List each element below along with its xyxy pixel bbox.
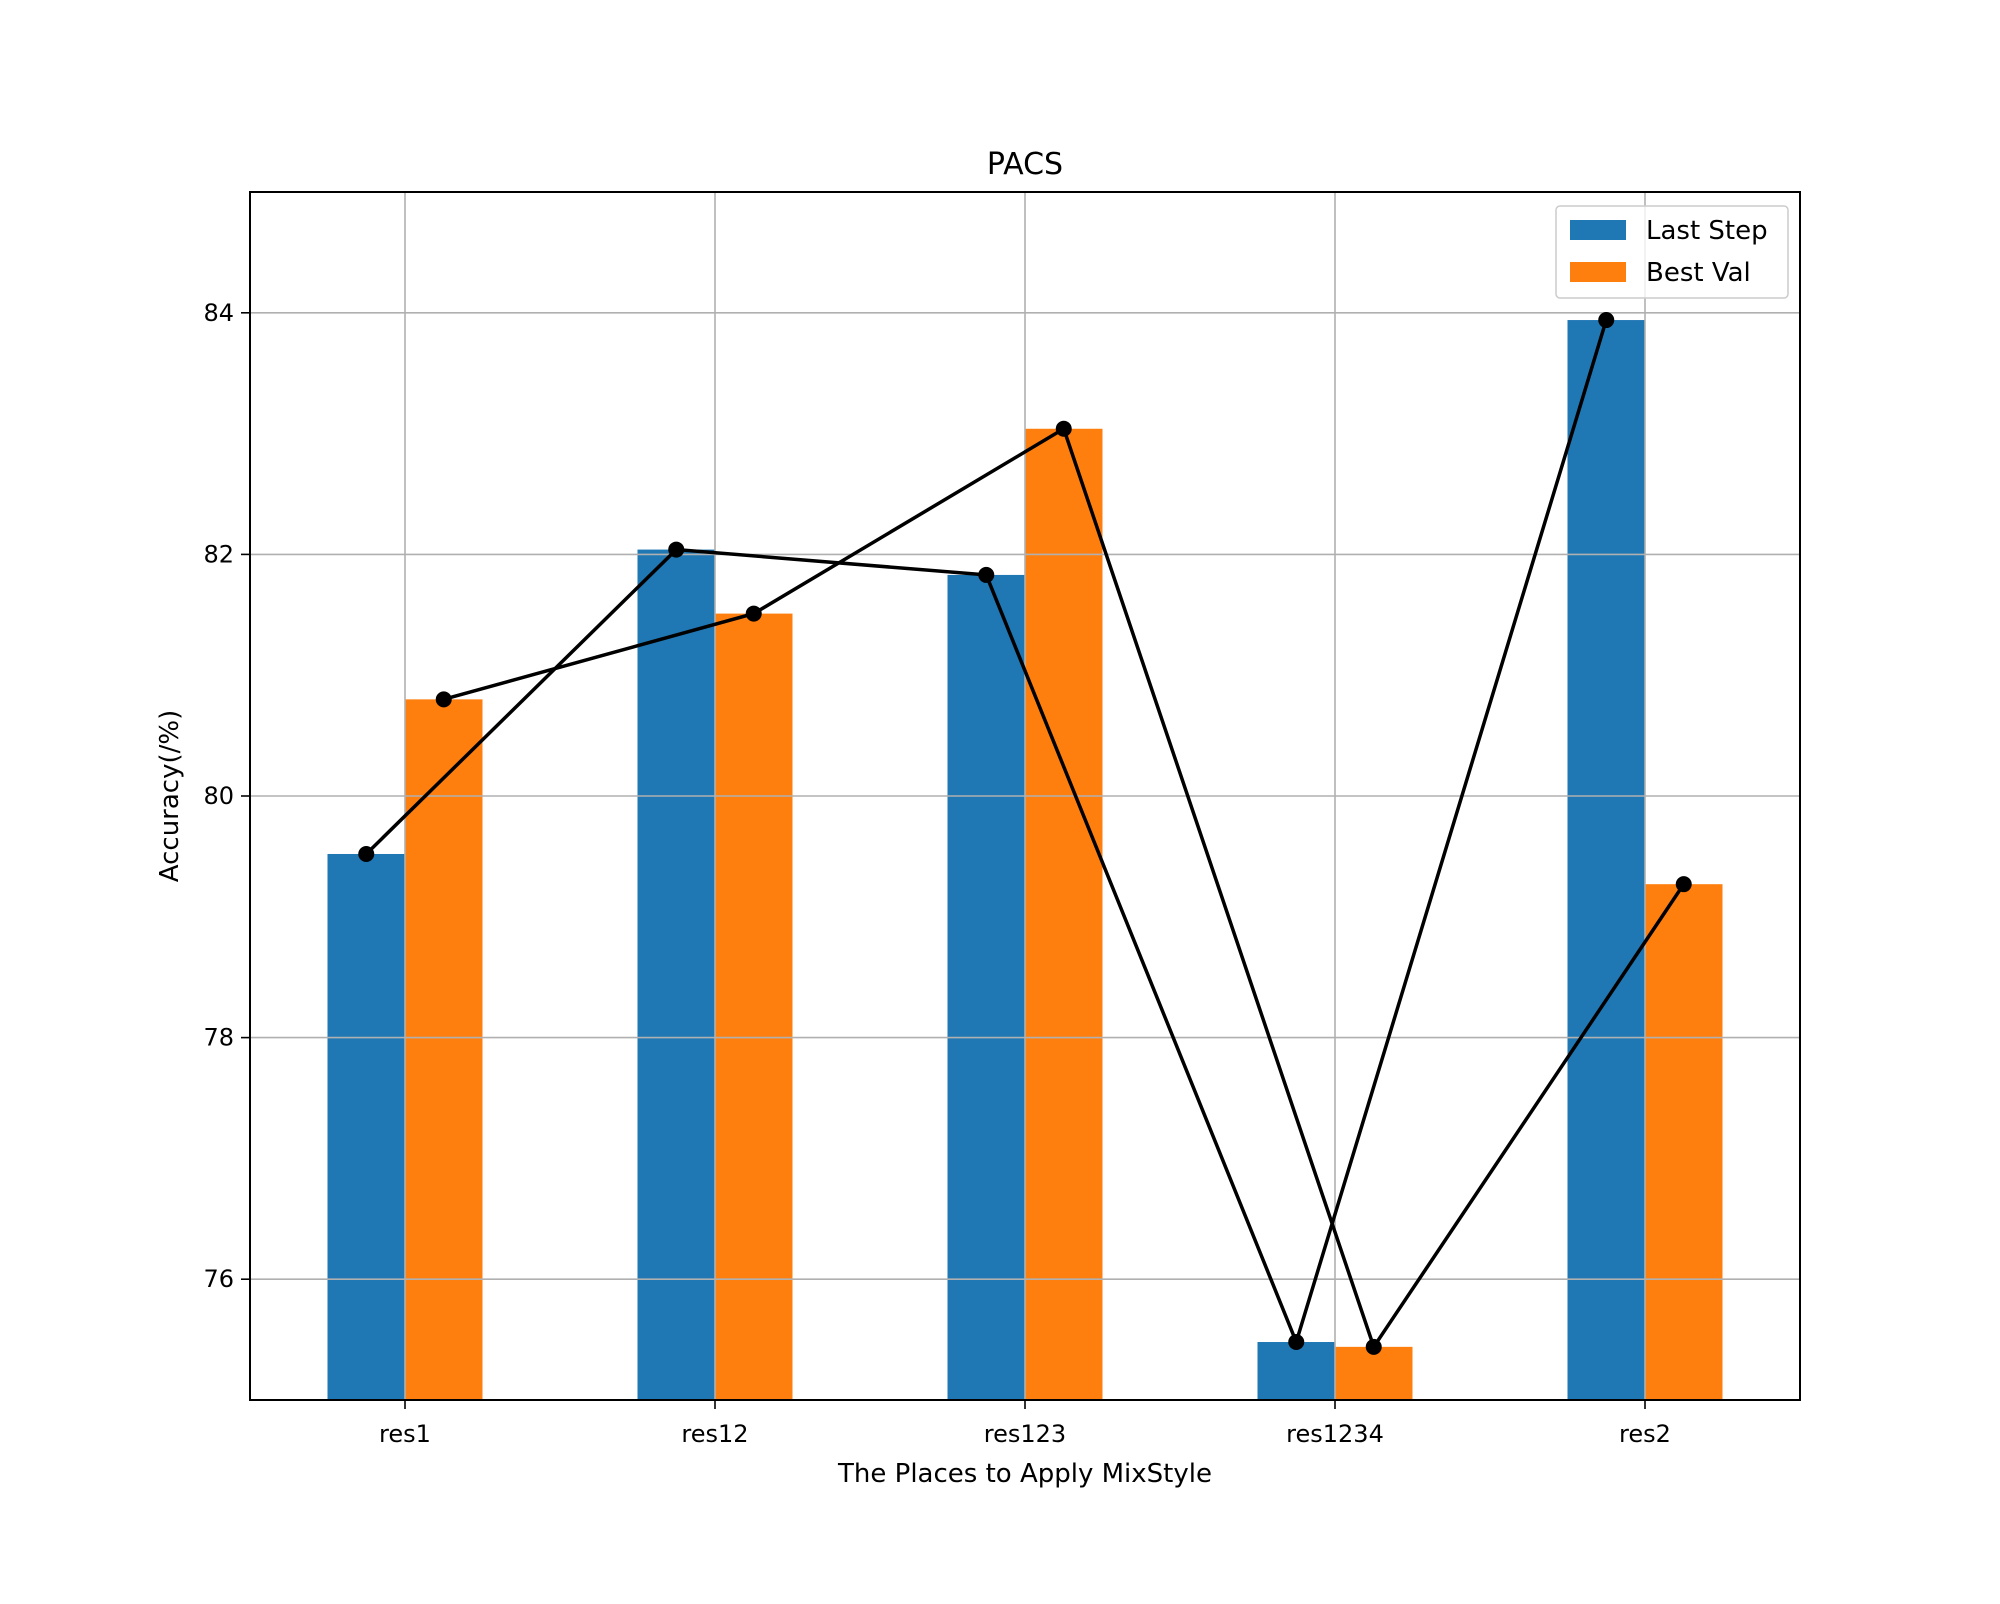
bar-last-step-res2 [1567, 320, 1645, 1401]
marker-best-val-res12 [745, 605, 762, 622]
bar-best-val-res1234 [1335, 1346, 1413, 1400]
marker-last-step-res1 [358, 845, 375, 862]
marker-last-step-res2 [1598, 312, 1615, 329]
marker-best-val-res1234 [1365, 1338, 1382, 1355]
marker-best-val-res123 [1055, 420, 1072, 437]
legend-label-best-val: Best Val [1646, 258, 1751, 288]
chart-title: PACS [987, 147, 1063, 182]
bar-last-step-res1234 [1257, 1342, 1335, 1400]
bar-best-val-res2 [1645, 884, 1723, 1400]
x-tick-label-res123: res123 [984, 1420, 1066, 1448]
y-tick-label-78: 78 [203, 1024, 234, 1052]
bar-best-val-res123 [1025, 428, 1103, 1400]
y-tick-label-80: 80 [203, 782, 234, 810]
marker-best-val-res1 [435, 691, 452, 708]
legend-swatch-best-val [1570, 262, 1626, 282]
y-tick-label-76: 76 [203, 1265, 234, 1293]
bar-last-step-res12 [637, 549, 715, 1400]
bar-last-step-res1 [327, 853, 405, 1400]
legend-swatch-last-step [1570, 220, 1626, 240]
bars [327, 320, 1723, 1401]
x-tick-label-res12: res12 [681, 1420, 748, 1448]
marker-last-step-res1234 [1288, 1334, 1305, 1351]
bar-last-step-res123 [947, 574, 1025, 1400]
x-tick-label-res1234: res1234 [1286, 1420, 1384, 1448]
bar-best-val-res12 [715, 613, 793, 1400]
legend-label-last-step: Last Step [1646, 216, 1768, 246]
x-tick-label-res2: res2 [1619, 1420, 1671, 1448]
y-tick-label-82: 82 [203, 540, 234, 568]
y-axis-label: Accuracy(/%) [155, 710, 185, 882]
x-tick-label-res1: res1 [379, 1420, 431, 1448]
x-axis-label: The Places to Apply MixStyle [837, 1459, 1212, 1489]
grid-overlay [250, 192, 1800, 1400]
marker-best-val-res2 [1675, 876, 1692, 893]
legend: Last Step Best Val [1555, 205, 1789, 299]
axis-ticks: res1 res12 res123 res1234 res2 76 78 80 82 84 [203, 299, 1670, 1448]
y-tick-label-84: 84 [203, 299, 234, 327]
line-overlay [358, 312, 1692, 1355]
bar-best-val-res1 [405, 699, 483, 1400]
marker-last-step-res123 [978, 566, 995, 583]
marker-last-step-res12 [668, 541, 685, 558]
